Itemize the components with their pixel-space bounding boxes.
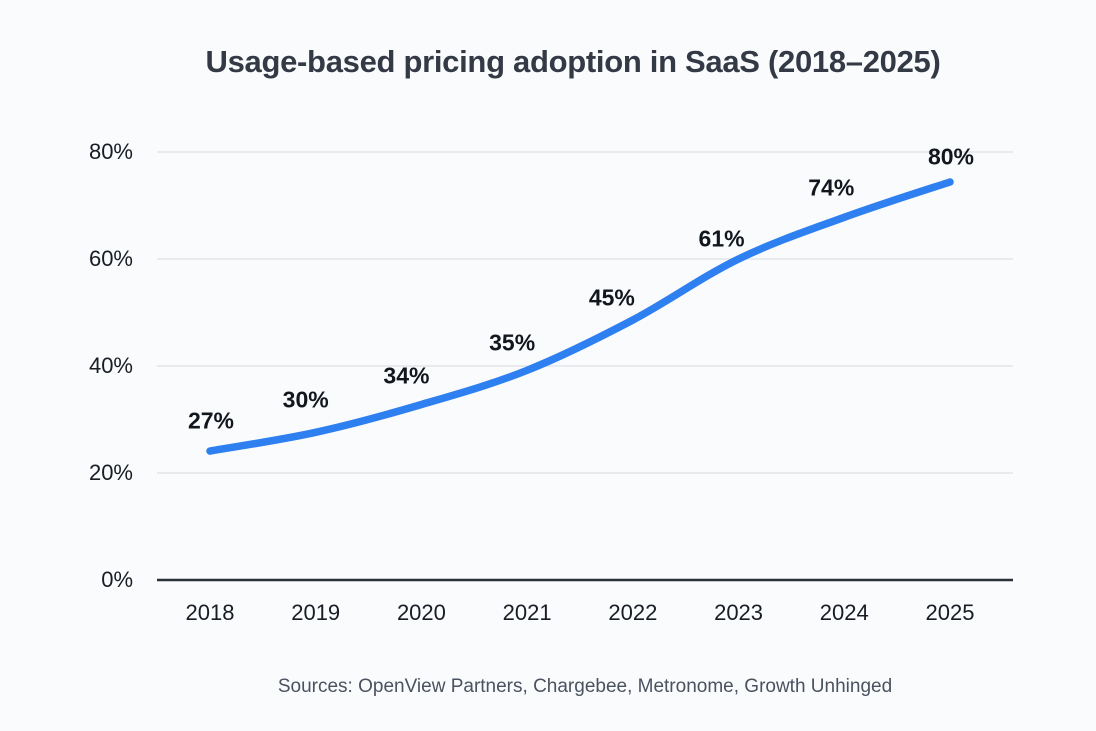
x-tick-label: 2024 — [819, 600, 869, 625]
x-tick-label: 2025 — [925, 600, 975, 625]
x-tick-label: 2021 — [502, 600, 552, 625]
data-label: 80% — [927, 143, 975, 170]
data-label: 35% — [489, 329, 536, 356]
y-tick-label: 80% — [88, 139, 133, 164]
data-label: 61% — [698, 225, 745, 252]
chart-title: Usage-based pricing adoption in SaaS (20… — [205, 44, 941, 79]
x-tick-label: 2022 — [608, 600, 658, 625]
x-tick-label: 2019 — [291, 600, 341, 625]
data-label: 30% — [282, 386, 329, 413]
sources-caption: Sources: OpenView Partners, Chargebee, M… — [277, 676, 893, 697]
data-label: 34% — [383, 362, 430, 389]
adoption-line — [206, 178, 954, 455]
x-tick-label: 2018 — [185, 600, 235, 625]
x-tick-label: 2023 — [714, 600, 764, 625]
y-tick-label: 20% — [88, 460, 133, 485]
data-label: 45% — [588, 284, 635, 311]
y-tick-label: 0% — [101, 567, 133, 592]
data-label: 74% — [808, 174, 855, 201]
data-label: 27% — [187, 407, 235, 434]
y-tick-label: 40% — [88, 353, 133, 378]
x-tick-label: 2020 — [396, 600, 446, 625]
y-tick-label: 60% — [88, 246, 133, 271]
